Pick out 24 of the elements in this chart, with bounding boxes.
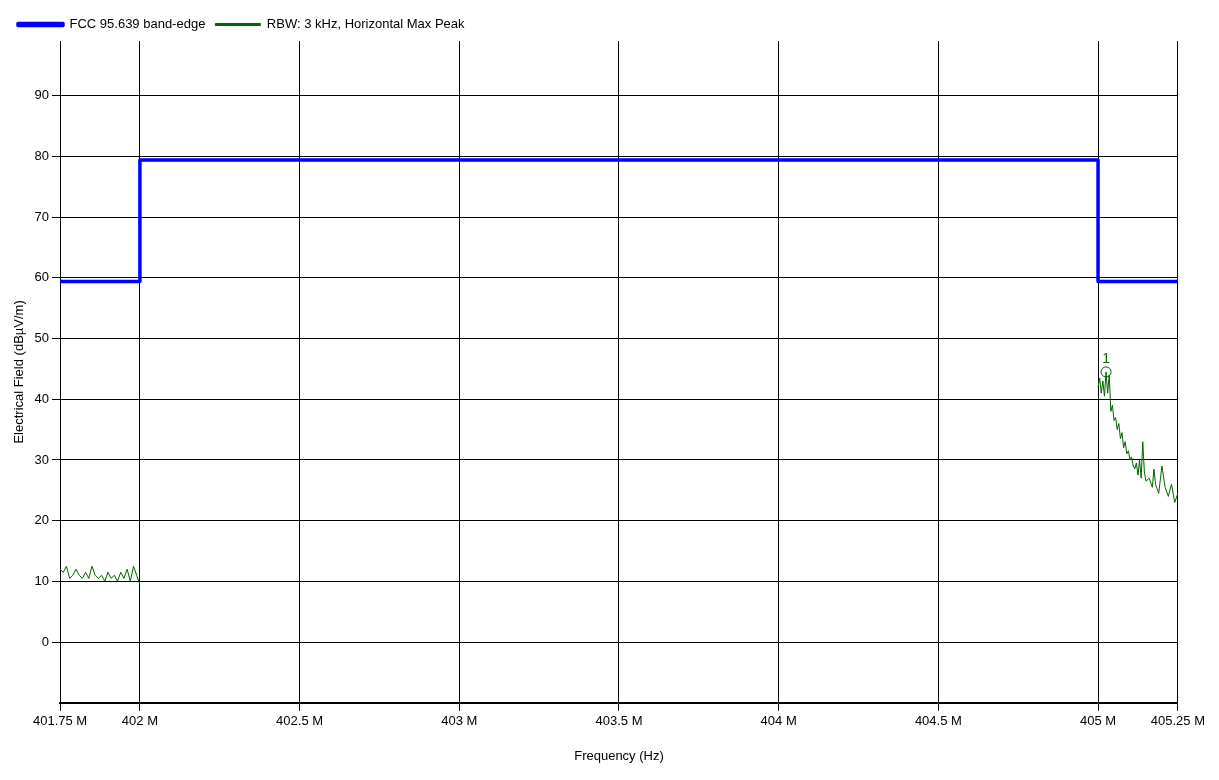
legend-label: RBW: 3 kHz, Horizontal Max Peak [266, 16, 466, 32]
y-tick-label: 70 [34, 208, 50, 224]
x-tick-label: 401.75 M [32, 713, 88, 729]
y-tick-label: 10 [34, 572, 50, 588]
x-tick-label: 404 M [760, 713, 797, 729]
x-tick-label: 404.5 M [914, 713, 962, 729]
annotation: 1 [1102, 349, 1111, 366]
x-tick-label: 405 M [1079, 713, 1117, 729]
y-tick-label: 20 [34, 512, 50, 528]
y-tick-label: 30 [34, 451, 50, 467]
x-tick-label: 402.5 M [276, 713, 324, 729]
x-tick-label: 403 M [441, 713, 478, 729]
y-tick-label: 50 [34, 330, 50, 346]
y-tick-label: 40 [34, 390, 50, 406]
x-tick-label: 402 M [121, 713, 158, 729]
y-tick-label: 60 [34, 269, 50, 285]
x-tick-label: 405.25 M [1150, 713, 1205, 729]
y-tick-label: 90 [34, 87, 50, 103]
y-tick-label: 0 [41, 633, 50, 649]
y-tick-label: 80 [34, 147, 50, 163]
legend-label: FCC 95.639 band-edge [69, 16, 206, 32]
x-tick-label: 403.5 M [595, 713, 643, 729]
y-axis-title: Electrical Field (dBµV/m) [11, 300, 27, 444]
x-axis-title: Frequency (Hz) [574, 747, 664, 763]
